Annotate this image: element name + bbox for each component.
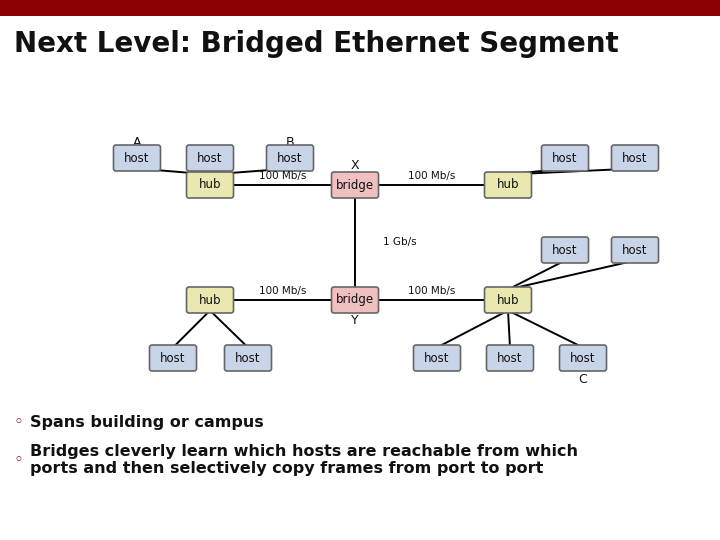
Text: hub: hub	[497, 179, 519, 192]
Text: bridge: bridge	[336, 294, 374, 307]
Text: ◦: ◦	[14, 413, 24, 431]
Text: Carnegie Mellon: Carnegie Mellon	[624, 3, 708, 13]
Text: host: host	[622, 152, 648, 165]
Text: A: A	[132, 137, 141, 150]
FancyBboxPatch shape	[541, 145, 588, 171]
FancyBboxPatch shape	[611, 145, 659, 171]
Text: Spans building or campus: Spans building or campus	[30, 415, 264, 429]
FancyBboxPatch shape	[331, 287, 379, 313]
Text: ◦: ◦	[14, 451, 24, 469]
FancyBboxPatch shape	[413, 345, 461, 371]
Text: hub: hub	[497, 294, 519, 307]
Text: hub: hub	[199, 179, 221, 192]
FancyBboxPatch shape	[487, 345, 534, 371]
FancyBboxPatch shape	[611, 237, 659, 263]
Text: Next Level: Bridged Ethernet Segment: Next Level: Bridged Ethernet Segment	[14, 30, 618, 58]
FancyBboxPatch shape	[150, 345, 197, 371]
Text: host: host	[498, 352, 523, 365]
Text: 100 Mb/s: 100 Mb/s	[258, 171, 306, 181]
Text: host: host	[235, 352, 261, 365]
FancyBboxPatch shape	[266, 145, 313, 171]
Text: bridge: bridge	[336, 179, 374, 192]
Text: 100 Mb/s: 100 Mb/s	[258, 286, 306, 296]
FancyBboxPatch shape	[331, 172, 379, 198]
FancyBboxPatch shape	[186, 145, 233, 171]
Text: Bridges cleverly learn which hosts are reachable from which
ports and then selec: Bridges cleverly learn which hosts are r…	[30, 444, 578, 476]
Text: C: C	[579, 373, 588, 386]
FancyBboxPatch shape	[114, 145, 161, 171]
Text: host: host	[552, 152, 577, 165]
FancyBboxPatch shape	[186, 172, 233, 198]
FancyBboxPatch shape	[541, 237, 588, 263]
FancyBboxPatch shape	[225, 345, 271, 371]
Text: host: host	[570, 352, 595, 365]
Text: host: host	[277, 152, 302, 165]
Text: Y: Y	[351, 314, 359, 327]
Text: B: B	[286, 137, 294, 150]
FancyBboxPatch shape	[559, 345, 606, 371]
Text: host: host	[424, 352, 450, 365]
Text: 100 Mb/s: 100 Mb/s	[408, 171, 455, 181]
Text: 1 Gb/s: 1 Gb/s	[383, 238, 417, 247]
Text: host: host	[622, 244, 648, 256]
FancyBboxPatch shape	[186, 287, 233, 313]
Text: host: host	[552, 244, 577, 256]
Text: host: host	[161, 352, 186, 365]
Text: hub: hub	[199, 294, 221, 307]
Text: host: host	[197, 152, 222, 165]
FancyBboxPatch shape	[485, 287, 531, 313]
Text: X: X	[351, 159, 359, 172]
Text: host: host	[125, 152, 150, 165]
Text: 100 Mb/s: 100 Mb/s	[408, 286, 455, 296]
FancyBboxPatch shape	[485, 172, 531, 198]
